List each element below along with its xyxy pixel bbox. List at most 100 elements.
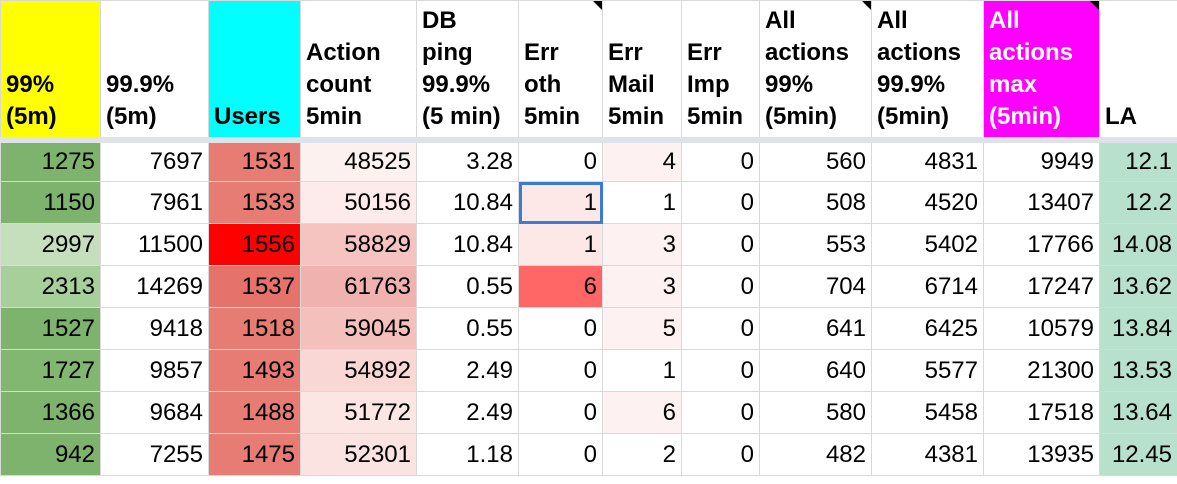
table-cell[interactable]: 5 — [602, 307, 682, 350]
table-cell[interactable]: 0 — [518, 391, 603, 434]
table-cell[interactable]: 3 — [602, 265, 682, 308]
table-cell[interactable]: 5402 — [871, 223, 984, 266]
column-header[interactable]: 99% (5m) — [0, 0, 101, 143]
table-cell[interactable]: 7961 — [100, 181, 209, 224]
table-cell[interactable]: 54892 — [300, 349, 417, 392]
table-cell[interactable]: 4520 — [871, 181, 984, 224]
table-cell[interactable]: 4 — [602, 139, 682, 182]
table-cell[interactable]: 0 — [681, 391, 760, 434]
table-cell[interactable]: 482 — [759, 433, 872, 476]
table-cell[interactable]: 942 — [0, 433, 101, 476]
table-cell[interactable]: 51772 — [300, 391, 417, 434]
table-cell[interactable]: 560 — [759, 139, 872, 182]
column-header[interactable]: All actions 99% (5min) — [759, 0, 872, 143]
table-cell[interactable]: 508 — [759, 181, 872, 224]
table-cell[interactable]: 0 — [681, 433, 760, 476]
table-cell[interactable]: 10.84 — [416, 223, 519, 266]
table-cell[interactable]: 11500 — [100, 223, 209, 266]
table-cell[interactable]: 0 — [681, 139, 760, 182]
table-cell[interactable]: 48525 — [300, 139, 417, 182]
column-header[interactable]: Users — [208, 0, 301, 143]
table-cell[interactable]: 0 — [681, 223, 760, 266]
table-cell[interactable]: 6714 — [871, 265, 984, 308]
table-cell[interactable]: 1533 — [208, 181, 301, 224]
table-cell[interactable]: 10.84 — [416, 181, 519, 224]
table-cell[interactable]: 3.28 — [416, 139, 519, 182]
table-cell[interactable]: 2313 — [0, 265, 101, 308]
table-cell[interactable]: 6425 — [871, 307, 984, 350]
table-cell[interactable]: 2 — [602, 433, 682, 476]
table-cell[interactable]: 580 — [759, 391, 872, 434]
table-cell[interactable]: 61763 — [300, 265, 417, 308]
table-cell[interactable]: 12.1 — [1099, 139, 1177, 182]
column-header[interactable]: DB ping 99.9% (5 min) — [416, 0, 519, 143]
table-cell[interactable]: 13935 — [983, 433, 1100, 476]
table-cell[interactable]: 7697 — [100, 139, 209, 182]
table-cell[interactable]: 52301 — [300, 433, 417, 476]
table-cell[interactable]: 1 — [602, 349, 682, 392]
table-cell[interactable]: 14269 — [100, 265, 209, 308]
table-cell[interactable]: 0 — [681, 307, 760, 350]
table-cell[interactable]: 12.45 — [1099, 433, 1177, 476]
table-cell[interactable]: 1727 — [0, 349, 101, 392]
table-cell[interactable]: 0 — [681, 265, 760, 308]
column-header[interactable]: 99.9% (5m) — [100, 0, 209, 143]
table-cell[interactable]: 12.2 — [1099, 181, 1177, 224]
column-header[interactable]: Action count 5min — [300, 0, 417, 143]
table-cell[interactable]: 9857 — [100, 349, 209, 392]
table-cell[interactable]: 14.08 — [1099, 223, 1177, 266]
table-cell[interactable]: 0 — [518, 307, 603, 350]
table-cell[interactable]: 9949 — [983, 139, 1100, 182]
table-cell[interactable]: 1150 — [0, 181, 101, 224]
table-cell[interactable]: 1518 — [208, 307, 301, 350]
table-cell[interactable]: 1493 — [208, 349, 301, 392]
table-cell[interactable]: 4831 — [871, 139, 984, 182]
table-cell[interactable]: 1.18 — [416, 433, 519, 476]
table-cell[interactable]: 0 — [681, 349, 760, 392]
table-cell[interactable]: 640 — [759, 349, 872, 392]
table-cell[interactable]: 2.49 — [416, 349, 519, 392]
table-cell[interactable]: 9684 — [100, 391, 209, 434]
table-cell[interactable]: 0 — [518, 433, 603, 476]
table-cell[interactable]: 10579 — [983, 307, 1100, 350]
table-cell[interactable]: 0.55 — [416, 307, 519, 350]
table-cell[interactable]: 704 — [759, 265, 872, 308]
column-header[interactable]: Err Imp 5min — [681, 0, 760, 143]
table-cell[interactable]: 641 — [759, 307, 872, 350]
table-cell[interactable]: 9418 — [100, 307, 209, 350]
table-cell[interactable]: 0 — [681, 181, 760, 224]
table-cell[interactable]: 1366 — [0, 391, 101, 434]
table-cell[interactable]: 1475 — [208, 433, 301, 476]
table-cell[interactable]: 13.64 — [1099, 391, 1177, 434]
table-cell[interactable]: 5577 — [871, 349, 984, 392]
column-header[interactable]: All actions max (5min) — [983, 0, 1100, 143]
table-cell[interactable]: 2.49 — [416, 391, 519, 434]
table-cell[interactable]: 13.84 — [1099, 307, 1177, 350]
table-cell[interactable]: 13407 — [983, 181, 1100, 224]
table-cell[interactable]: 5458 — [871, 391, 984, 434]
table-cell[interactable]: 1527 — [0, 307, 101, 350]
table-cell[interactable]: 7255 — [100, 433, 209, 476]
column-header[interactable]: Err oth 5min — [518, 0, 603, 143]
table-cell[interactable]: 3 — [602, 223, 682, 266]
table-cell[interactable]: 1275 — [0, 139, 101, 182]
table-cell[interactable]: 1531 — [208, 139, 301, 182]
table-cell[interactable]: 6 — [602, 391, 682, 434]
table-cell[interactable]: 58829 — [300, 223, 417, 266]
column-header[interactable]: LA — [1099, 0, 1177, 143]
table-cell[interactable]: 0.55 — [416, 265, 519, 308]
table-cell[interactable]: 1 — [602, 181, 682, 224]
table-cell[interactable]: 0 — [518, 139, 603, 182]
table-cell[interactable]: 50156 — [300, 181, 417, 224]
table-cell[interactable]: 13.53 — [1099, 349, 1177, 392]
table-cell[interactable]: 17518 — [983, 391, 1100, 434]
selected-cell[interactable]: 1 — [518, 181, 603, 224]
column-header[interactable]: Err Mail 5min — [602, 0, 682, 143]
table-cell[interactable]: 1488 — [208, 391, 301, 434]
column-header[interactable]: All actions 99.9% (5min) — [871, 0, 984, 143]
table-cell[interactable]: 21300 — [983, 349, 1100, 392]
table-cell[interactable]: 0 — [518, 349, 603, 392]
table-cell[interactable]: 1537 — [208, 265, 301, 308]
table-cell[interactable]: 17766 — [983, 223, 1100, 266]
table-cell[interactable]: 1 — [518, 223, 603, 266]
